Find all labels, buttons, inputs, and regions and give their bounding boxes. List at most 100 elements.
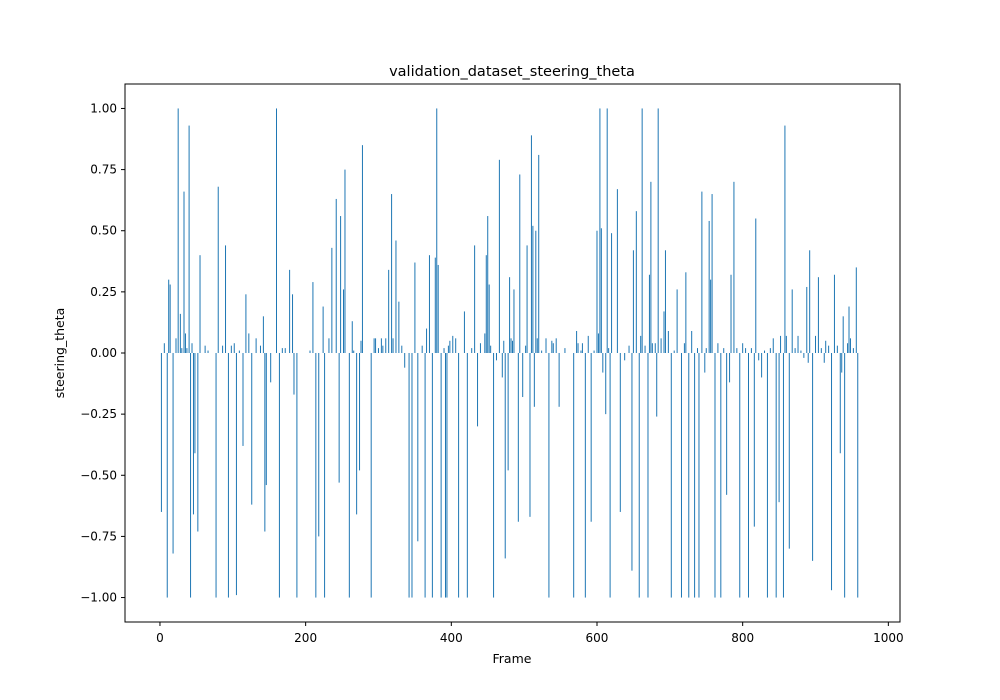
bar [530, 135, 532, 353]
bar [391, 194, 393, 353]
bar [421, 345, 423, 353]
bar [197, 353, 199, 532]
bar [833, 274, 835, 353]
bar [857, 353, 859, 598]
x-tick-label: 800 [731, 631, 754, 645]
bar [581, 343, 583, 353]
bar [431, 353, 433, 598]
bar [548, 353, 550, 598]
bar [573, 353, 575, 598]
bar [199, 255, 201, 353]
chart-title: validation_dataset_steering_theta [389, 64, 635, 80]
bar [455, 338, 457, 353]
bar [648, 274, 650, 353]
bar [638, 353, 640, 598]
bar [312, 282, 314, 353]
bar [806, 286, 808, 353]
bar [395, 240, 397, 353]
x-tick-label: 600 [586, 631, 609, 645]
bar [331, 247, 333, 353]
bar [278, 353, 280, 598]
bar [353, 350, 355, 353]
bar [616, 189, 618, 353]
bar [343, 289, 345, 353]
bar [175, 338, 177, 353]
bar [204, 345, 206, 353]
bar [602, 353, 604, 373]
bar [680, 353, 682, 598]
bar [711, 194, 713, 353]
bar [576, 330, 578, 353]
bar [605, 353, 607, 415]
bar [650, 181, 652, 353]
bar [172, 353, 174, 554]
bar [745, 348, 747, 353]
y-tick-label: 0.25 [90, 285, 117, 299]
bar [513, 289, 515, 353]
bar [191, 343, 193, 353]
bar [855, 267, 857, 353]
bar [322, 306, 324, 353]
bar [179, 313, 181, 353]
y-tick-label: 0.75 [90, 163, 117, 177]
bar [485, 255, 487, 353]
bar [233, 343, 235, 353]
bar [190, 353, 192, 598]
bar [647, 353, 649, 598]
bar [791, 289, 793, 353]
y-tick-label: 0.00 [90, 346, 117, 360]
bar [296, 353, 298, 598]
bar [742, 343, 744, 353]
bar [772, 338, 774, 353]
bar [217, 186, 219, 353]
bar [359, 353, 361, 471]
bar [764, 350, 766, 353]
bar [688, 353, 690, 598]
y-tick-label: −0.50 [80, 468, 117, 482]
x-axis-label: Frame [493, 651, 532, 666]
bar [538, 154, 540, 353]
bar [784, 125, 786, 353]
bar [839, 353, 841, 454]
bar [599, 108, 601, 353]
bar [587, 335, 589, 353]
bar [434, 257, 436, 353]
bar [361, 145, 363, 353]
bar [449, 340, 451, 353]
bar [194, 353, 196, 454]
bar [160, 353, 162, 512]
bar [670, 353, 672, 598]
bar [552, 343, 554, 353]
bar [192, 353, 194, 515]
bar [676, 289, 678, 353]
bar [385, 338, 387, 353]
bar [723, 348, 725, 353]
bar [292, 294, 294, 353]
bar [437, 264, 439, 353]
bar [769, 348, 771, 353]
bar [284, 348, 286, 353]
bar [606, 108, 608, 353]
bar [651, 343, 653, 353]
bar [490, 345, 492, 353]
y-tick-label: 1.00 [90, 101, 117, 115]
bar [720, 353, 722, 598]
bar [169, 284, 171, 353]
bar [181, 348, 183, 353]
bar [529, 353, 531, 517]
bar [411, 353, 413, 598]
bar [408, 353, 410, 598]
bar [705, 348, 707, 353]
bar [351, 321, 353, 353]
bar [748, 353, 749, 598]
bar [631, 353, 633, 571]
bar [729, 353, 731, 383]
bar [373, 338, 375, 353]
bar [535, 230, 537, 353]
bar [584, 353, 586, 598]
bar [852, 348, 854, 353]
bar [844, 353, 846, 598]
bar [849, 338, 851, 353]
bar [609, 353, 611, 598]
bar [797, 335, 799, 353]
